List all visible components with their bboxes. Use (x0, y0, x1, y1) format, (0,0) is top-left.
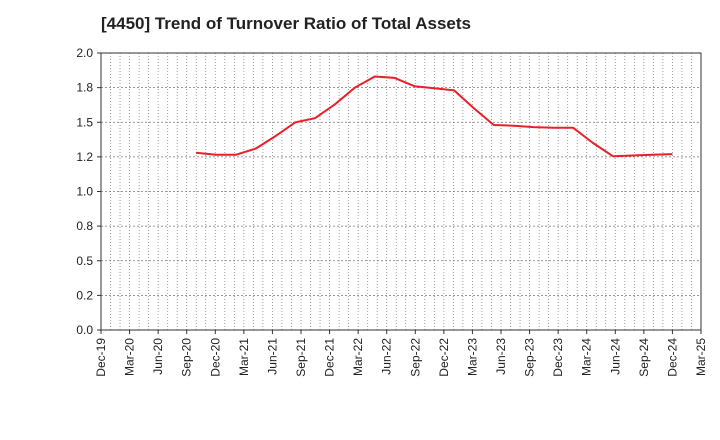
x-tick-label: Sep-20 (180, 338, 194, 377)
x-tick-label: Sep-21 (294, 338, 308, 377)
x-tick-label: Sep-22 (408, 338, 422, 377)
y-tick-label: 1.5 (76, 115, 93, 129)
y-tick-label: 2.0 (76, 46, 93, 60)
x-tick-label: Sep-24 (637, 338, 651, 377)
x-tick-label: Mar-23 (465, 338, 479, 376)
x-tick-label: Jun-24 (608, 338, 622, 375)
x-tick-label: Mar-25 (694, 338, 708, 376)
x-tick-label: Dec-19 (94, 338, 108, 377)
x-tick-label: Sep-23 (523, 338, 537, 377)
x-tick-label: Dec-23 (551, 338, 565, 377)
x-tick-label: Jun-20 (151, 338, 165, 375)
series-line (195, 75, 673, 158)
x-tick-label: Mar-20 (123, 338, 137, 376)
x-tick-label: Jun-23 (494, 338, 508, 375)
x-tick-label: Mar-24 (580, 338, 594, 376)
x-tick-label: Dec-24 (665, 338, 679, 377)
x-tick-label: Dec-20 (208, 338, 222, 377)
y-tick-label: 0.8 (76, 219, 93, 233)
y-tick-label: 0.0 (76, 323, 93, 337)
y-tick-label: 1.8 (76, 81, 93, 95)
x-tick-label: Mar-21 (237, 338, 251, 376)
y-tick-label: 1.0 (76, 185, 93, 199)
y-tick-label: 1.2 (76, 150, 93, 164)
x-tick-label: Jun-21 (265, 338, 279, 375)
y-tick-label: 0.5 (76, 254, 93, 268)
x-tick-label: Jun-22 (380, 338, 394, 375)
chart-title: [4450] Trend of Turnover Ratio of Total … (101, 14, 471, 33)
x-tick-label: Dec-22 (437, 338, 451, 377)
y-tick-label: 0.2 (76, 288, 93, 302)
x-tick-label: Dec-21 (323, 338, 337, 377)
x-tick-label: Mar-22 (351, 338, 365, 376)
